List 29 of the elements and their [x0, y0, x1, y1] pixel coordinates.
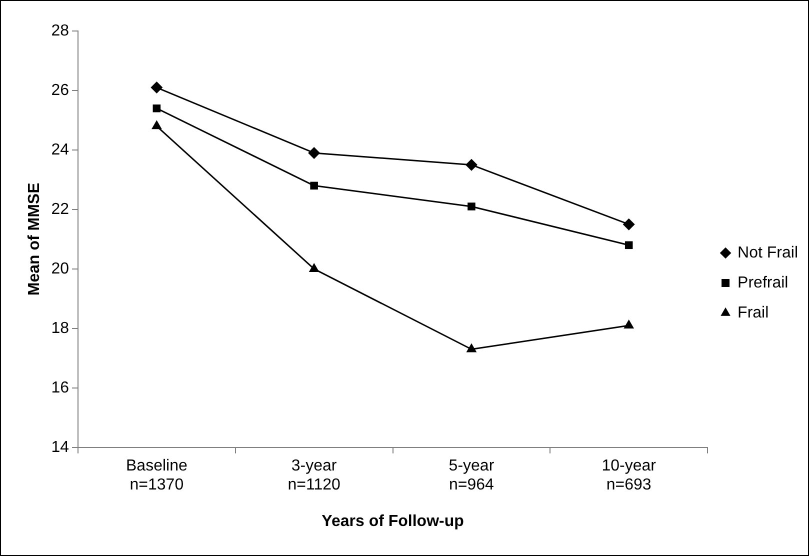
point — [150, 82, 163, 94]
point — [152, 104, 161, 112]
y-tick-label: 18 — [51, 320, 70, 337]
point — [308, 146, 320, 159]
x-axis-title: Years of Follow-up — [322, 512, 464, 530]
point — [624, 319, 634, 328]
point — [308, 262, 320, 272]
point — [622, 218, 635, 230]
point — [465, 158, 478, 171]
y-tick-label: 16 — [51, 379, 70, 396]
y-tick-label: 24 — [51, 141, 70, 158]
point — [468, 202, 476, 210]
y-tick-label: 26 — [51, 82, 70, 99]
y-tick-label: 14 — [51, 438, 70, 456]
x-tick-label: 10-year n=693 — [602, 457, 657, 494]
x-tick-label: 5-year n=964 — [448, 457, 495, 494]
y-tick-label: 20 — [51, 260, 70, 278]
point — [151, 120, 162, 130]
y-tick-label: 22 — [51, 200, 70, 218]
y-tick-label: 28 — [51, 22, 70, 40]
point — [310, 182, 318, 190]
y-axis-title: Mean of MMSE — [26, 182, 44, 296]
point — [624, 241, 633, 250]
legend-label: Frail — [738, 304, 769, 322]
x-tick-label: 3-year n=1120 — [288, 457, 340, 494]
x-tick-label: Baseline n=1370 — [126, 457, 188, 494]
point — [466, 343, 477, 352]
legend-label: Prefrail — [738, 274, 788, 292]
legend-label: Not Frail — [738, 244, 798, 262]
